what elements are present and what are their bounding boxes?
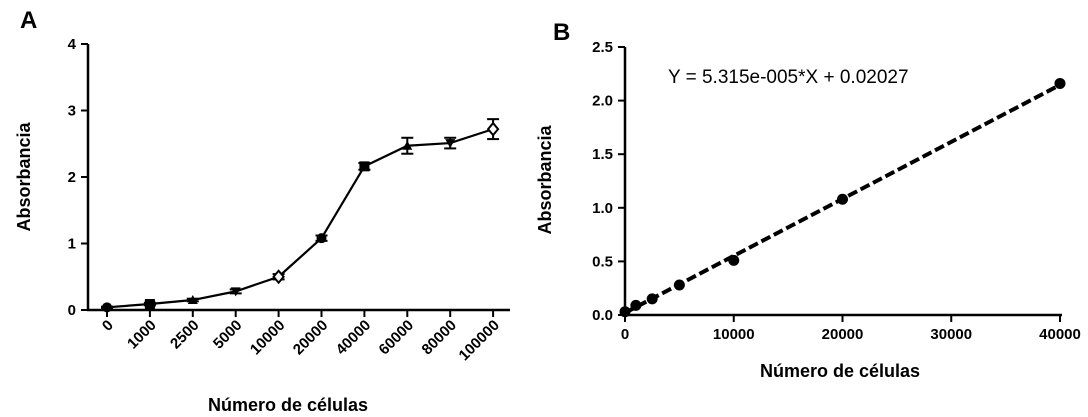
panel-a-x-tick-label: 60000 [376,317,418,359]
panel-b-x-tick-label: 30000 [930,326,972,343]
panel-a-series-line [106,128,494,309]
panel-b-x-tick-label: 40000 [1039,326,1081,343]
panel-b-y-tick-label: 0.5 [592,253,613,270]
panel-b-x-tick-label: 0 [621,326,629,343]
panel-a-data-point [402,140,413,150]
panel-a-x-tick-label: 10000 [247,317,289,359]
panel-a-letter: A [20,7,37,34]
panel-a-x-tick-label: 80000 [419,317,461,359]
panel-a-data-point [144,299,155,310]
panel-a-x-tick-label: 2500 [167,317,203,353]
panel-a-data-point [102,302,112,313]
panel-a-x-tick-label: 40000 [333,317,375,359]
panel-b-x-tick-label: 20000 [822,326,864,343]
panel-a-y-tick-label: 0 [68,302,76,319]
panel-a-x-tick-label: 5000 [210,317,246,353]
panel-a-y-axis-label: Absorbancia [14,121,34,231]
panel-b-data-point [673,279,685,291]
panel-a-x-tick-label: 0 [99,317,117,335]
panel-b-data-point [837,193,848,205]
panel-b-y-tick-label: 1.5 [592,146,613,163]
panel-b-x-tick-label: 10000 [713,326,755,343]
panel-b: B Absorbancia Número de células Y = 5.31… [535,19,1081,381]
panel-a-data-point [187,295,198,305]
panel-b-data-point [1054,77,1066,89]
panel-b-data-point [630,299,642,311]
panel-b-y-axis-label: Absorbancia [535,124,555,234]
panel-b-fit-equation: Y = 5.315e-005*X + 0.02027 [668,67,909,88]
panel-a-data-point [486,121,500,137]
panel-b-letter: B [553,19,570,46]
panel-a-y-tick-label: 4 [68,36,77,53]
panel-a-y-tick-label: 3 [68,103,76,120]
panel-b-data-point [728,254,740,266]
panel-a-y-tick-label: 1 [68,236,76,253]
panel-a-x-tick-label: 20000 [290,317,332,359]
panel-a-data-point [445,139,456,149]
panel-b-y-tick-label: 1.0 [592,200,613,217]
panel-a-x-axis-label: Número de células [208,395,368,415]
panel-b-y-tick-label: 2.5 [592,39,613,56]
panel-a-data-point [272,269,285,285]
panel-a-x-tick-label: 1000 [124,317,160,353]
panel-a-y-tick-label: 2 [68,169,76,186]
panel-a-data-point [316,233,327,244]
panel-b-data-point [619,306,631,318]
panel-a-data-point [359,161,370,172]
panel-b-x-axis-label: Número de células [760,361,920,381]
panel-b-y-tick-label: 2.0 [592,93,613,110]
panel-a-x-tick-label: 100000 [456,317,503,364]
panel-b-y-tick-label: 0.0 [592,307,613,324]
panel-b-data-point [646,293,658,305]
panel-a-data-point [230,287,241,297]
panel-a: A Absorbancia Número de células 0 1 2 3 4 0 10… [14,7,510,415]
